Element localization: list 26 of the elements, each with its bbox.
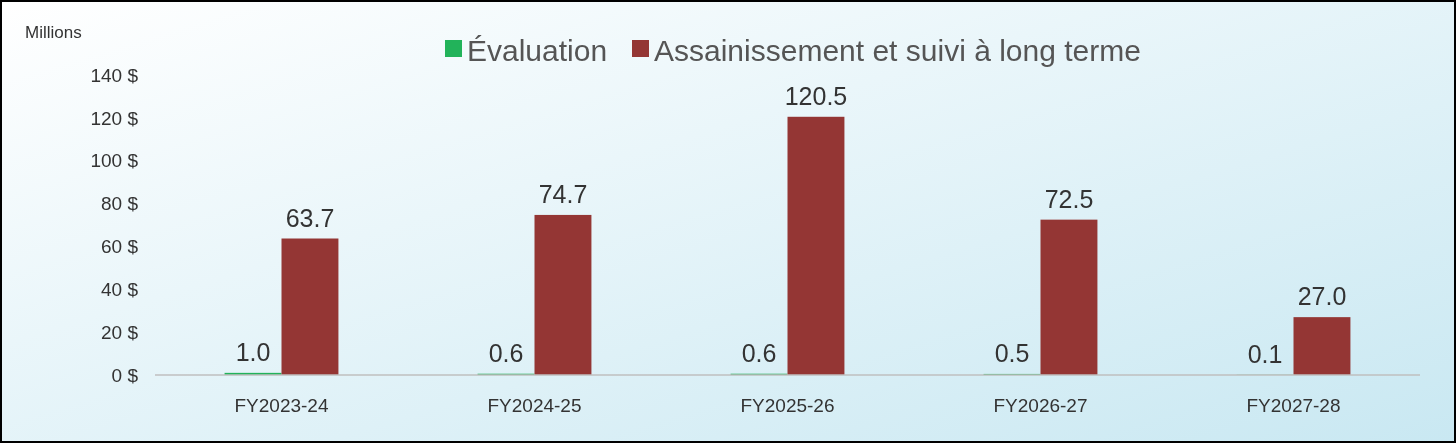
x-tick-label: FY2024-25 <box>487 395 582 416</box>
data-label: 0.6 <box>488 338 524 367</box>
data-label: 63.7 <box>285 203 335 232</box>
y-tick-label: 20 $ <box>101 321 139 343</box>
data-label: 27.0 <box>1297 282 1347 311</box>
y-tick-label: 120 $ <box>90 107 139 129</box>
data-label: 74.7 <box>538 179 588 208</box>
legend-label: Évaluation <box>467 33 608 67</box>
x-tick-label: FY2027-28 <box>1246 395 1341 416</box>
data-label: 1.0 <box>235 337 271 366</box>
data-label: 0.1 <box>1247 339 1283 368</box>
x-tick-label: FY2025-26 <box>740 395 835 416</box>
data-label: 72.5 <box>1044 184 1094 213</box>
y-tick-label: 140 $ <box>90 64 139 86</box>
y-tick-label: 0 $ <box>111 364 139 386</box>
data-label: 0.6 <box>741 338 777 367</box>
data-label: 120.5 <box>784 81 848 110</box>
legend-label: Assainissement et suivi à long terme <box>654 33 1141 67</box>
y-axis-title: Millions <box>25 23 82 42</box>
y-tick-label: 60 $ <box>101 236 139 258</box>
y-tick-label: 100 $ <box>90 150 139 172</box>
x-tick-label: FY2026-27 <box>993 395 1088 416</box>
x-tick-label: FY2023-24 <box>234 395 329 416</box>
data-label: 0.5 <box>994 338 1030 367</box>
y-tick-label: 40 $ <box>101 278 139 300</box>
y-tick-label: 80 $ <box>101 193 139 215</box>
